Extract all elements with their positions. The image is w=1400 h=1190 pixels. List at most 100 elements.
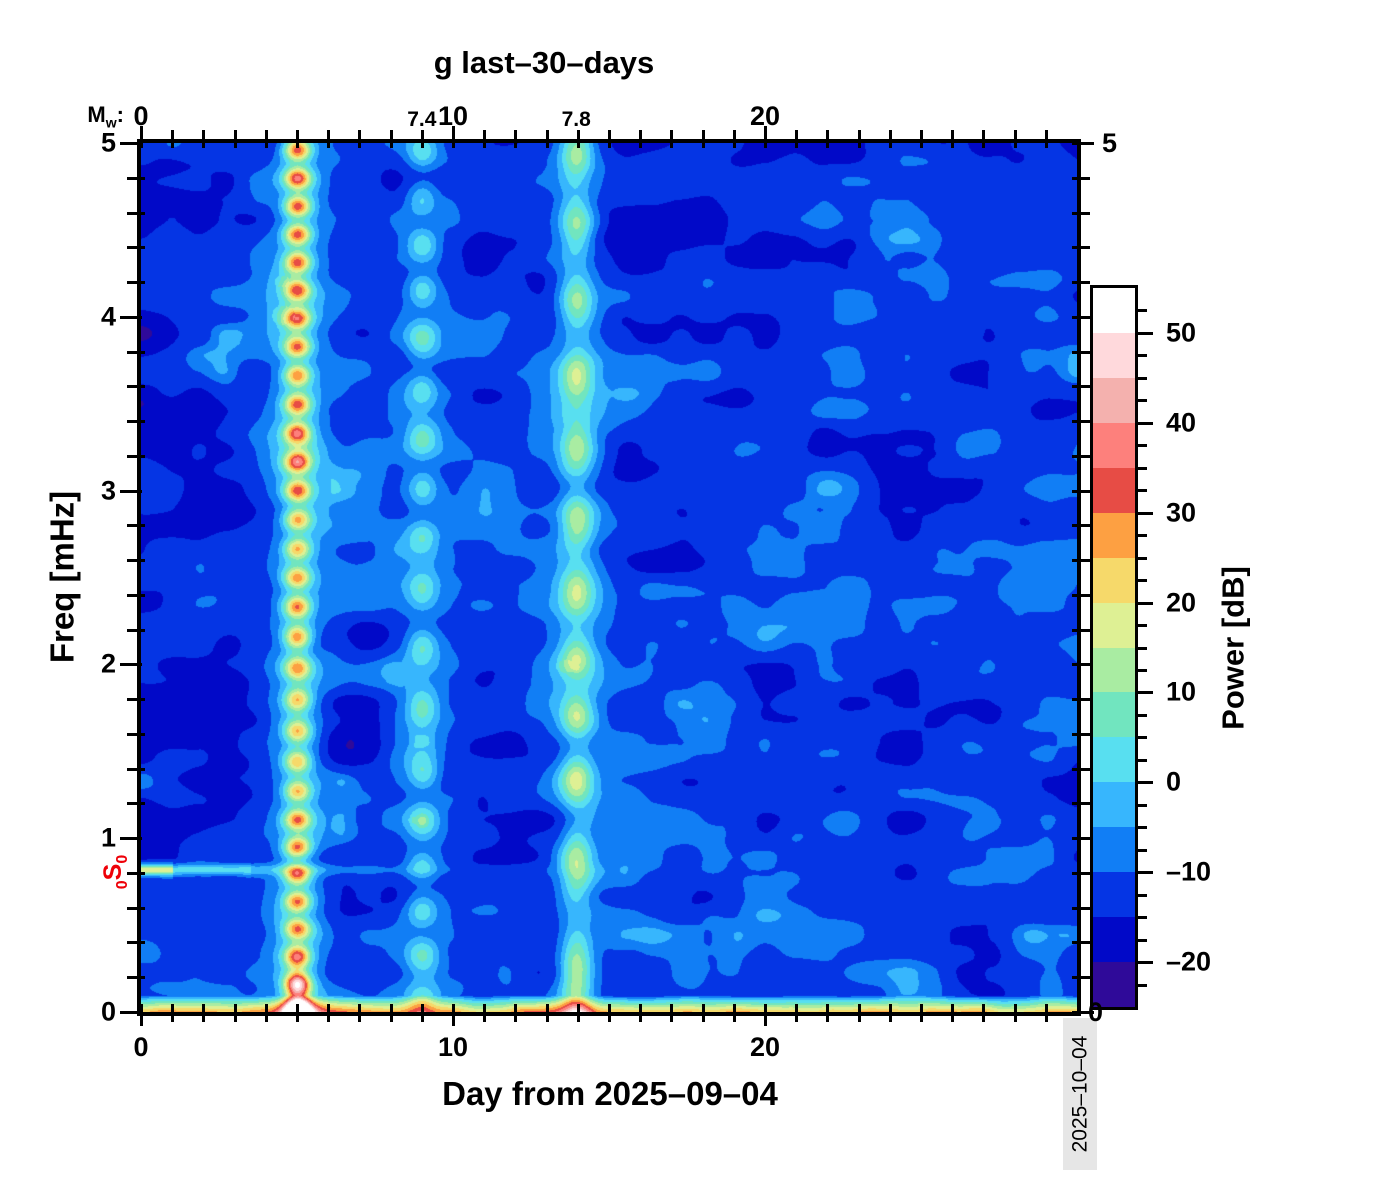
- y-tick: [1072, 629, 1090, 632]
- x-tick: [826, 1004, 829, 1022]
- y-tick: [1072, 976, 1090, 979]
- x-tick: [327, 130, 330, 148]
- left-tick-label: 0: [100, 996, 116, 1027]
- y-tick: [1072, 837, 1094, 840]
- x-tick: [889, 1004, 892, 1022]
- mode-sub1: 0: [114, 880, 131, 890]
- colorbar-band: [1093, 288, 1135, 333]
- timestamp: 2025–10–04: [1068, 1035, 1092, 1153]
- y-tick: [1072, 385, 1090, 388]
- plot-frame: [137, 139, 1081, 1016]
- colorbar-band: [1093, 332, 1135, 378]
- x-tick: [733, 1004, 736, 1022]
- x-tick: [764, 126, 767, 148]
- y-tick: [1072, 768, 1090, 771]
- x-tick: [140, 126, 143, 148]
- y-tick: [127, 802, 145, 805]
- magnitude-label: 7.8: [561, 108, 591, 131]
- magnitude-label: 7.4: [407, 108, 437, 131]
- bottom-tick-label: 20: [749, 1032, 781, 1062]
- y-tick: [1072, 663, 1094, 666]
- y-tick: [1072, 177, 1090, 180]
- colorbar-tick: [1138, 984, 1147, 987]
- colorbar-tick: [1138, 759, 1147, 762]
- x-tick: [296, 130, 299, 148]
- x-tick: [858, 130, 861, 148]
- x-tick: [390, 1004, 393, 1022]
- colorbar-tick-label: –10: [1166, 856, 1212, 887]
- left-tick-label: 4: [100, 301, 116, 332]
- x-tick: [702, 1004, 705, 1022]
- y-tick: [120, 1011, 142, 1014]
- x-tick: [639, 130, 642, 148]
- colorbar-tick: [1138, 602, 1153, 605]
- y-tick: [1072, 420, 1090, 423]
- colorbar-gradient: [1093, 288, 1135, 1007]
- top-tick-label: 10: [437, 101, 469, 131]
- y-tick: [1072, 281, 1090, 284]
- y-tick: [127, 976, 145, 979]
- colorbar-tick-label: 20: [1166, 587, 1197, 618]
- bottom-tick-label: 10: [437, 1032, 469, 1062]
- colorbar-tick: [1138, 579, 1147, 582]
- colorbar-band: [1093, 422, 1135, 468]
- spectrogram-canvas: [141, 143, 1077, 1012]
- colorbar-band: [1093, 512, 1135, 558]
- x-tick: [514, 1004, 517, 1022]
- left-tick-label: 3: [100, 475, 116, 506]
- colorbar-tick: [1138, 467, 1147, 470]
- y-tick: [1072, 524, 1090, 527]
- x-tick: [951, 1004, 954, 1022]
- colorbar-frame: [1090, 285, 1138, 1010]
- y-tick: [1072, 212, 1090, 215]
- x-tick: [608, 130, 611, 148]
- x-tick: [920, 130, 923, 148]
- x-tick: [608, 1004, 611, 1022]
- x-tick: [202, 130, 205, 148]
- y-tick: [120, 837, 142, 840]
- y-tick: [127, 768, 145, 771]
- mw-m: M: [87, 102, 106, 127]
- colorbar-band: [1093, 962, 1135, 1007]
- colorbar-tick: [1138, 894, 1147, 897]
- y-tick: [1072, 490, 1094, 493]
- y-tick: [1072, 907, 1090, 910]
- colorbar-tick: [1138, 826, 1147, 829]
- x-tick: [514, 130, 517, 148]
- bottom-tick-label: 0: [133, 1032, 149, 1062]
- right-axis-bottom-label: 0: [1088, 997, 1104, 1027]
- y-tick: [1072, 698, 1090, 701]
- y-tick: [120, 316, 142, 319]
- mode-sub2: 0: [114, 854, 131, 864]
- colorbar-tick: [1138, 512, 1153, 515]
- colorbar-tick-label: 50: [1166, 317, 1197, 348]
- y-tick: [127, 594, 145, 597]
- colorbar-band: [1093, 737, 1135, 783]
- left-tick-label: 1: [100, 822, 116, 853]
- x-tick: [202, 1004, 205, 1022]
- x-tick: [982, 1004, 985, 1022]
- y-tick: [127, 420, 145, 423]
- y-tick: [1072, 594, 1090, 597]
- left-tick-label: 2: [100, 648, 116, 679]
- x-tick: [452, 126, 455, 148]
- x-tick: [265, 130, 268, 148]
- colorbar-tick: [1138, 781, 1153, 784]
- left-tick-label: 5: [100, 127, 116, 158]
- colorbar-band: [1093, 827, 1135, 873]
- colorbar-band: [1093, 377, 1135, 423]
- chart-title: g last–30–days: [433, 45, 655, 80]
- x-tick: [1045, 1004, 1048, 1022]
- y-tick: [127, 455, 145, 458]
- y-tick: [127, 907, 145, 910]
- colorbar-tick: [1138, 489, 1147, 492]
- x-tick: [951, 130, 954, 148]
- colorbar-tick: [1138, 534, 1147, 537]
- x-tick: [358, 1004, 361, 1022]
- x-tick: [234, 130, 237, 148]
- colorbar-tick: [1138, 736, 1147, 739]
- x-tick: [140, 1004, 143, 1026]
- x-tick: [421, 1004, 424, 1022]
- x-tick: [421, 130, 424, 148]
